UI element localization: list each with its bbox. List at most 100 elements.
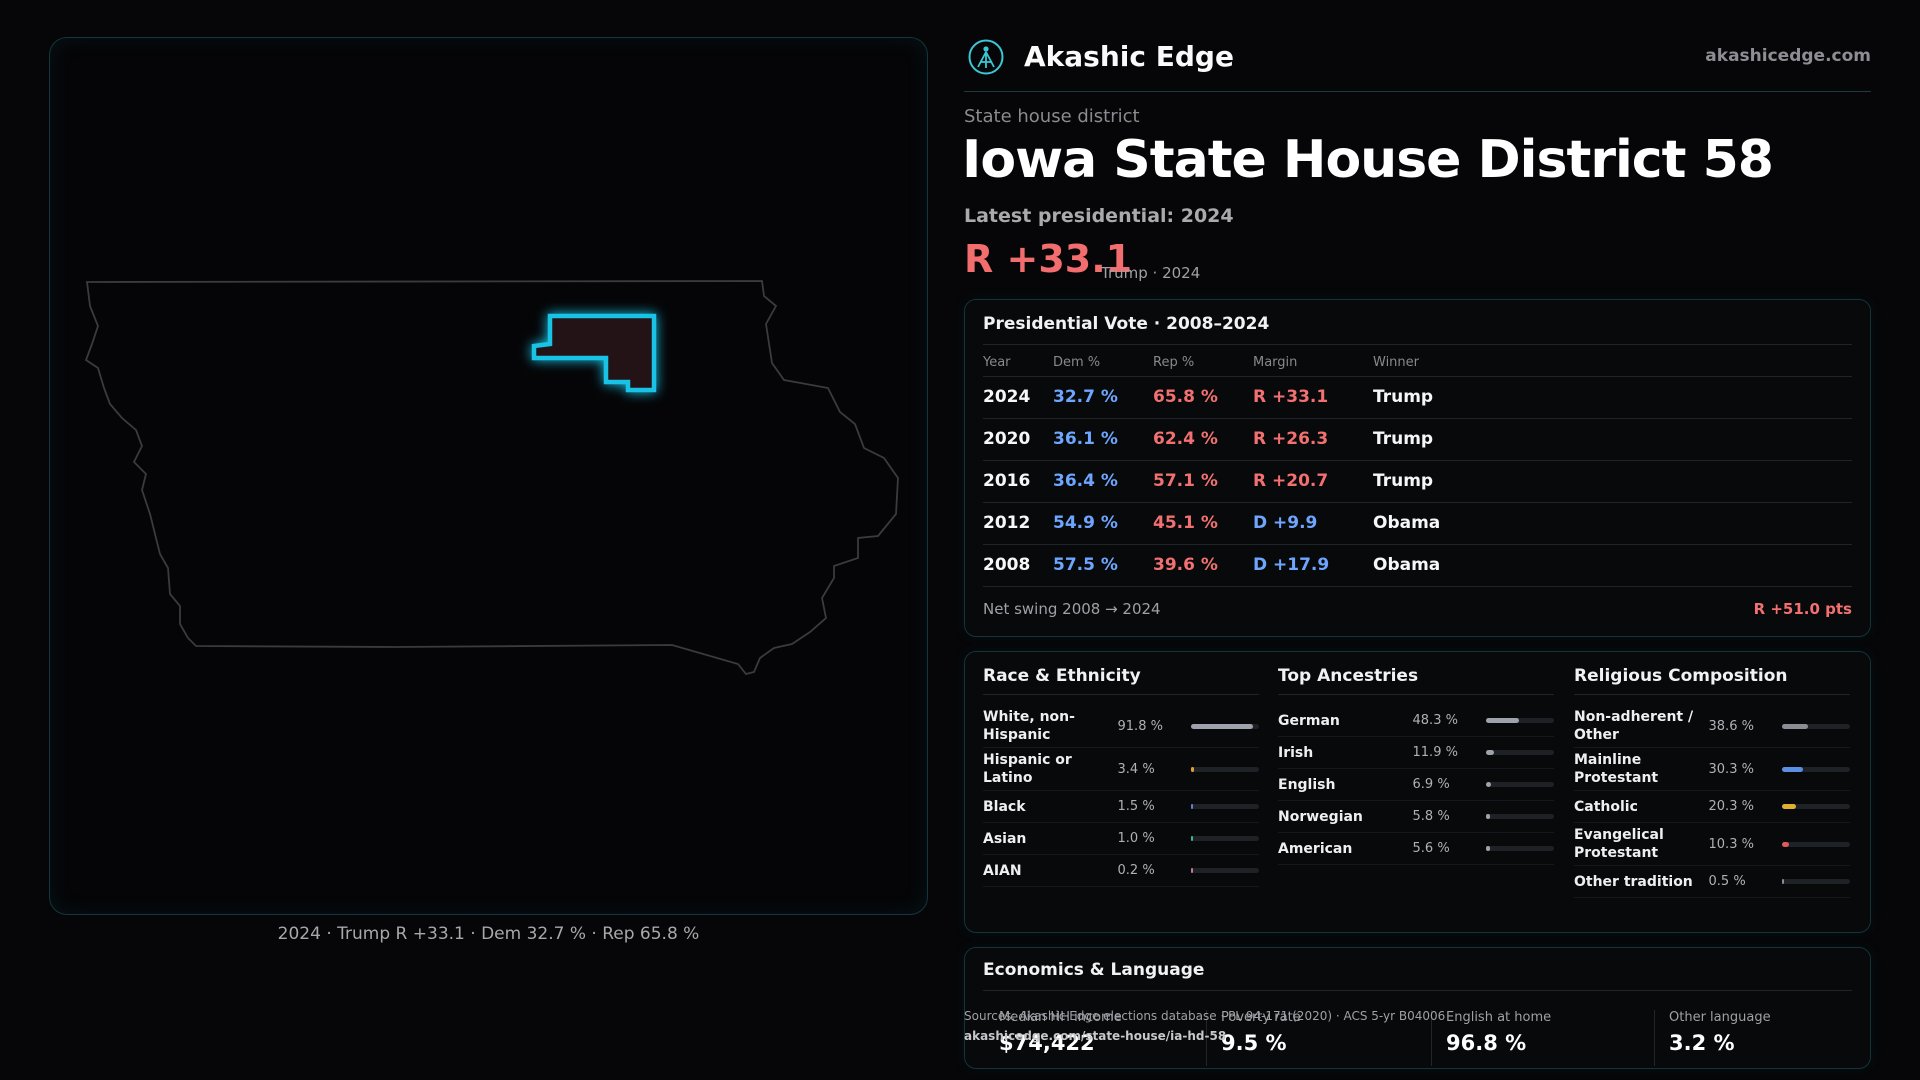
ancestry-section-title: Top Ancestries — [1278, 666, 1554, 695]
row-margin: D +9.9 — [1253, 502, 1373, 545]
row-margin: D +17.9 — [1253, 544, 1373, 587]
stat-english-at-home: English at home 96.8 % — [1431, 1010, 1641, 1066]
item-bar-fill — [1191, 766, 1194, 772]
item-value: 0.5 % — [1708, 874, 1746, 889]
item-bar — [1782, 804, 1850, 809]
item-bar — [1191, 836, 1259, 841]
item-bar-fill — [1782, 804, 1796, 809]
row-dem: 36.4 % — [1053, 460, 1153, 503]
item-bar-fill — [1782, 841, 1790, 847]
col-dem: Dem % — [1053, 350, 1153, 377]
list-item: Asian 1.0 % — [983, 823, 1259, 855]
table-row: 2012 54.9 % 45.1 % D +9.9 Obama — [983, 502, 1852, 545]
demographics-card: Race & Ethnicity White, non-Hispanic 91.8… — [964, 651, 1871, 933]
item-bar-fill — [1782, 723, 1809, 729]
stat-label: Median HH income — [999, 1010, 1122, 1025]
presidential-card-title: Presidential Vote · 2008–2024 — [983, 314, 1270, 334]
item-bar-fill — [1191, 836, 1193, 841]
item-label: German — [1278, 712, 1340, 729]
item-label: Asian — [983, 830, 1027, 847]
item-bar — [1782, 841, 1850, 847]
item-value: 1.5 % — [1117, 799, 1155, 814]
item-label: Evangelical Protestant — [1574, 827, 1664, 861]
brand-name[interactable]: Akashic Edge — [1024, 40, 1234, 73]
row-rep: 39.6 % — [1153, 544, 1253, 587]
brand-header: Akashic Edge akashicedge.com — [964, 38, 1871, 92]
item-bar — [1486, 718, 1554, 723]
item-value: 91.8 % — [1117, 718, 1163, 734]
row-dem: 54.9 % — [1053, 502, 1153, 545]
headline-margin: R +33.1 — [964, 237, 1133, 281]
item-bar-fill — [1486, 750, 1495, 755]
net-swing-label: Net swing 2008 → 2024 — [983, 600, 1161, 618]
row-year: 2024 — [983, 376, 1053, 419]
iowa-state-outline — [84, 280, 899, 676]
map-panel[interactable] — [49, 37, 928, 915]
row-rep: 65.8 % — [1153, 376, 1253, 419]
item-bar-fill — [1191, 868, 1193, 873]
item-label: Norwegian — [1278, 808, 1363, 825]
list-item: Black 1.5 % — [983, 791, 1259, 823]
latest-presidential-label: Latest presidential: 2024 — [964, 205, 1234, 227]
stat-poverty-rate: Poverty rate 9.5 % — [1206, 1010, 1416, 1066]
religion-section-title: Religious Composition — [1574, 666, 1850, 695]
map-caption: 2024 · Trump R +33.1 · Dem 32.7 % · Rep … — [277, 924, 700, 944]
item-bar-fill — [1486, 782, 1491, 787]
stat-value: $74,422 — [999, 1031, 1095, 1055]
table-row: 2020 36.1 % 62.4 % R +26.3 Trump — [983, 418, 1852, 461]
stat-median-income: Median HH income $74,422 — [983, 1010, 1193, 1066]
item-bar-fill — [1191, 804, 1193, 809]
item-bar-fill — [1782, 879, 1784, 884]
net-swing-value: R +51.0 pts — [1753, 600, 1852, 618]
item-label: Non-adherent / Other — [1574, 709, 1694, 743]
row-year: 2012 — [983, 502, 1053, 545]
item-value: 0.2 % — [1117, 863, 1155, 878]
list-item: AIAN 0.2 % — [983, 855, 1259, 887]
list-item: Evangelical Protestant 10.3 % — [1574, 823, 1850, 866]
item-bar — [1191, 804, 1259, 809]
row-rep: 62.4 % — [1153, 418, 1253, 461]
sources-footer: Sources: Akashic Edge elections database… — [964, 1006, 1445, 1046]
item-label: White, non-Hispanic — [983, 709, 1075, 743]
religion-section: Religious Composition Non-adherent / Oth… — [1574, 666, 1850, 898]
item-bar — [1486, 814, 1554, 819]
item-value: 38.6 % — [1708, 718, 1754, 734]
economics-card: Economics & Language Median HH income $7… — [964, 947, 1871, 1069]
item-value: 6.9 % — [1412, 777, 1450, 792]
row-year: 2020 — [983, 418, 1053, 461]
list-item: Other tradition 0.5 % — [1574, 866, 1850, 898]
row-dem: 32.7 % — [1053, 376, 1153, 419]
akashic-edge-logo-icon[interactable] — [967, 38, 1005, 76]
table-row: 2008 57.5 % 39.6 % D +17.9 Obama — [983, 544, 1852, 587]
row-winner: Trump — [1373, 376, 1852, 419]
district-58-shape[interactable] — [531, 313, 657, 393]
item-bar — [1486, 750, 1554, 755]
stat-label: Poverty rate — [1221, 1010, 1301, 1025]
district-map[interactable] — [50, 38, 929, 916]
item-value: 30.3 % — [1708, 761, 1754, 777]
item-bar — [1191, 766, 1259, 772]
row-margin: R +33.1 — [1253, 376, 1373, 419]
row-winner: Obama — [1373, 502, 1852, 545]
list-item: Catholic 20.3 % — [1574, 791, 1850, 823]
stat-other-language: Other language 3.2 % — [1654, 1010, 1864, 1066]
race-section-title: Race & Ethnicity — [983, 666, 1259, 695]
item-value: 20.3 % — [1708, 799, 1754, 814]
brand-url-link[interactable]: akashicedge.com — [1705, 46, 1871, 66]
stat-value: 3.2 % — [1669, 1031, 1735, 1055]
page-title: Iowa State House District 58 — [962, 130, 1774, 190]
ancestry-section: Top Ancestries German 48.3 % Irish 11.9 % En… — [1278, 666, 1554, 865]
item-label: Other tradition — [1574, 873, 1693, 890]
sources-url-link[interactable]: akashicedge.com/state-house/ia-hd-58 — [964, 1029, 1227, 1043]
presidential-vote-card: Presidential Vote · 2008–2024 Year Dem %… — [964, 299, 1871, 637]
list-item: German 48.3 % — [1278, 705, 1554, 737]
row-year: 2016 — [983, 460, 1053, 503]
presidential-table: Year Dem % Rep % Margin Winner 2024 32.7… — [983, 350, 1852, 587]
item-value: 5.8 % — [1412, 809, 1450, 824]
item-bar — [1782, 723, 1850, 729]
item-label: Catholic — [1574, 798, 1638, 815]
item-bar — [1486, 782, 1554, 787]
col-margin: Margin — [1253, 350, 1373, 377]
item-bar — [1486, 846, 1554, 851]
stat-label: English at home — [1446, 1010, 1552, 1025]
